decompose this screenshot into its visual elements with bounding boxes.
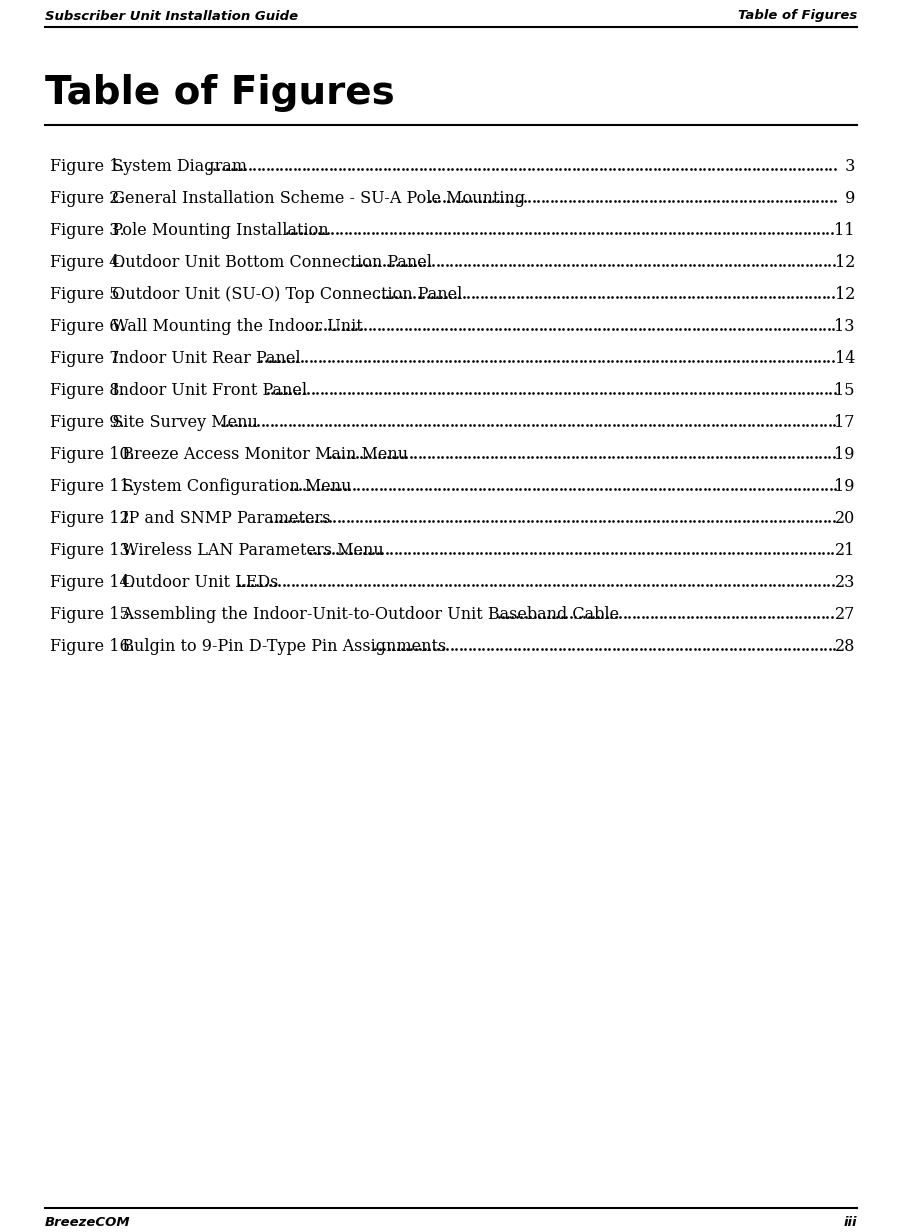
Text: Figure 15.: Figure 15. (50, 606, 135, 623)
Text: Figure 2.: Figure 2. (50, 190, 124, 207)
Text: Figure 1.: Figure 1. (50, 158, 124, 175)
Text: iii: iii (843, 1216, 857, 1228)
Text: Assembling the Indoor-Unit-to-Outdoor Unit Baseband Cable: Assembling the Indoor-Unit-to-Outdoor Un… (112, 606, 619, 623)
Text: Figure 6.: Figure 6. (50, 318, 124, 335)
Text: Figure 5.: Figure 5. (50, 286, 124, 303)
Text: 20: 20 (834, 510, 855, 527)
Text: Indoor Unit Front Panel: Indoor Unit Front Panel (102, 382, 307, 399)
Text: Outdoor Unit Bottom Connection Panel: Outdoor Unit Bottom Connection Panel (102, 254, 432, 271)
Text: Figure 7.: Figure 7. (50, 350, 124, 367)
Text: 19: 19 (834, 478, 855, 495)
Text: General Installation Scheme - SU-A Pole Mounting: General Installation Scheme - SU-A Pole … (102, 190, 525, 207)
Text: Bulgin to 9-Pin D-Type Pin Assignments: Bulgin to 9-Pin D-Type Pin Assignments (112, 638, 446, 655)
Text: BreezeCOM: BreezeCOM (45, 1216, 131, 1228)
Text: Breeze Access Monitor Main Menu: Breeze Access Monitor Main Menu (112, 446, 408, 463)
Text: 11: 11 (834, 222, 855, 239)
Text: Figure 3.: Figure 3. (50, 222, 124, 239)
Text: Figure 16.: Figure 16. (50, 638, 135, 655)
Text: Table of Figures: Table of Figures (45, 74, 395, 112)
Text: 12: 12 (834, 286, 855, 303)
Text: 14: 14 (834, 350, 855, 367)
Text: 19: 19 (834, 446, 855, 463)
Text: Site Survey Menu: Site Survey Menu (102, 414, 258, 431)
Text: Figure 11.: Figure 11. (50, 478, 135, 495)
Text: 13: 13 (834, 318, 855, 335)
Text: Figure 4.: Figure 4. (50, 254, 124, 271)
Text: 23: 23 (834, 574, 855, 591)
Text: Figure 12.: Figure 12. (50, 510, 134, 527)
Text: Table of Figures: Table of Figures (738, 10, 857, 22)
Text: Figure 8.: Figure 8. (50, 382, 124, 399)
Text: Subscriber Unit Installation Guide: Subscriber Unit Installation Guide (45, 10, 299, 22)
Text: Figure 13.: Figure 13. (50, 542, 135, 559)
Text: System Configuration Menu: System Configuration Menu (112, 478, 352, 495)
Text: Wall Mounting the Indoor Unit: Wall Mounting the Indoor Unit (102, 318, 363, 335)
Text: 21: 21 (834, 542, 855, 559)
Text: 28: 28 (834, 638, 855, 655)
Text: Figure 14.: Figure 14. (50, 574, 134, 591)
Text: IP and SNMP Parameters: IP and SNMP Parameters (112, 510, 330, 527)
Text: Figure 9.: Figure 9. (50, 414, 124, 431)
Text: 3: 3 (840, 158, 855, 175)
Text: 12: 12 (834, 254, 855, 271)
Text: Wireless LAN Parameters Menu: Wireless LAN Parameters Menu (112, 542, 383, 559)
Text: Outdoor Unit (SU-O) Top Connection Panel: Outdoor Unit (SU-O) Top Connection Panel (102, 286, 463, 303)
Text: 9: 9 (840, 190, 855, 207)
Text: Indoor Unit Rear Panel: Indoor Unit Rear Panel (102, 350, 300, 367)
Text: Pole Mounting Installation: Pole Mounting Installation (102, 222, 328, 239)
Text: 15: 15 (834, 382, 855, 399)
Text: Figure 10.: Figure 10. (50, 446, 134, 463)
Text: System Diagram: System Diagram (102, 158, 247, 175)
Text: 17: 17 (834, 414, 855, 431)
Text: Outdoor Unit LEDs: Outdoor Unit LEDs (112, 574, 279, 591)
Text: 27: 27 (834, 606, 855, 623)
